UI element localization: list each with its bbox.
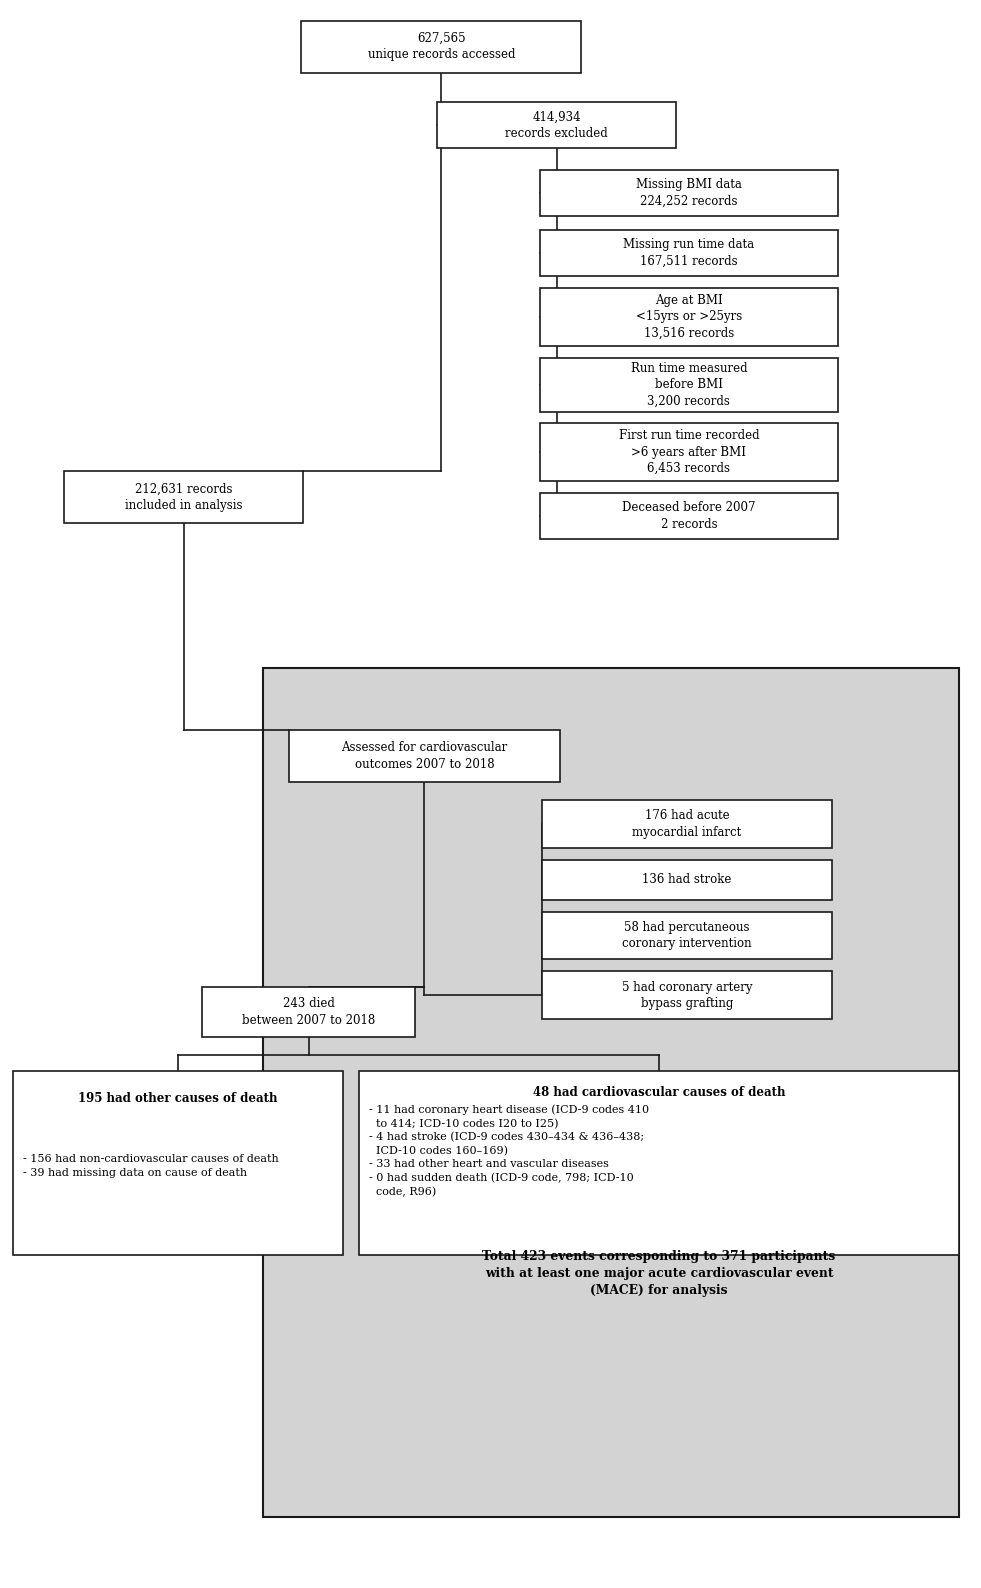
Bar — [542, 912, 832, 959]
Bar — [202, 988, 415, 1037]
Text: 195 had other causes of death: 195 had other causes of death — [78, 1093, 278, 1105]
Bar — [289, 730, 559, 781]
Bar — [359, 1070, 959, 1256]
Text: Missing BMI data
224,252 records: Missing BMI data 224,252 records — [636, 178, 742, 208]
Bar — [540, 230, 838, 276]
Text: 414,934
records excluded: 414,934 records excluded — [505, 111, 608, 140]
Bar — [540, 492, 838, 538]
Text: - 11 had coronary heart disease (ICD-9 codes 410
  to 414; ICD-10 codes I20 to I: - 11 had coronary heart disease (ICD-9 c… — [369, 1105, 648, 1197]
Bar — [542, 972, 832, 1019]
Bar — [263, 669, 959, 1518]
Text: Assessed for cardiovascular
outcomes 2007 to 2018: Assessed for cardiovascular outcomes 200… — [341, 742, 507, 770]
Text: Age at BMI
<15yrs or >25yrs
13,516 records: Age at BMI <15yrs or >25yrs 13,516 recor… — [636, 294, 742, 340]
Text: Run time measured
before BMI
3,200 records: Run time measured before BMI 3,200 recor… — [631, 362, 748, 408]
Text: Total 423 events corresponding to 371 participants
with at least one major acute: Total 423 events corresponding to 371 pa… — [483, 1250, 836, 1297]
Bar — [13, 1070, 342, 1256]
Bar — [301, 21, 582, 73]
Text: 58 had percutaneous
coronary intervention: 58 had percutaneous coronary interventio… — [622, 921, 751, 950]
Text: 212,631 records
included in analysis: 212,631 records included in analysis — [125, 483, 242, 511]
Text: 48 had cardiovascular causes of death: 48 had cardiovascular causes of death — [533, 1086, 785, 1099]
Text: 243 died
between 2007 to 2018: 243 died between 2007 to 2018 — [242, 997, 375, 1027]
Text: 5 had coronary artery
bypass grafting: 5 had coronary artery bypass grafting — [622, 980, 752, 1010]
Text: First run time recorded
>6 years after BMI
6,453 records: First run time recorded >6 years after B… — [619, 429, 759, 475]
Text: 136 had stroke: 136 had stroke — [643, 873, 732, 886]
Bar — [540, 424, 838, 481]
Text: Missing run time data
167,511 records: Missing run time data 167,511 records — [623, 238, 754, 268]
Text: 176 had acute
myocardial infarct: 176 had acute myocardial infarct — [633, 810, 742, 838]
Bar — [542, 859, 832, 900]
Bar — [540, 357, 838, 413]
Bar — [542, 800, 832, 848]
Text: - 156 had non-cardiovascular causes of death
- 39 had missing data on cause of d: - 156 had non-cardiovascular causes of d… — [23, 1154, 279, 1178]
Bar — [540, 170, 838, 216]
Bar — [438, 103, 676, 148]
Text: 627,565
unique records accessed: 627,565 unique records accessed — [368, 32, 515, 62]
Bar — [540, 287, 838, 346]
Bar — [65, 472, 303, 522]
Text: Deceased before 2007
2 records: Deceased before 2007 2 records — [622, 502, 755, 530]
